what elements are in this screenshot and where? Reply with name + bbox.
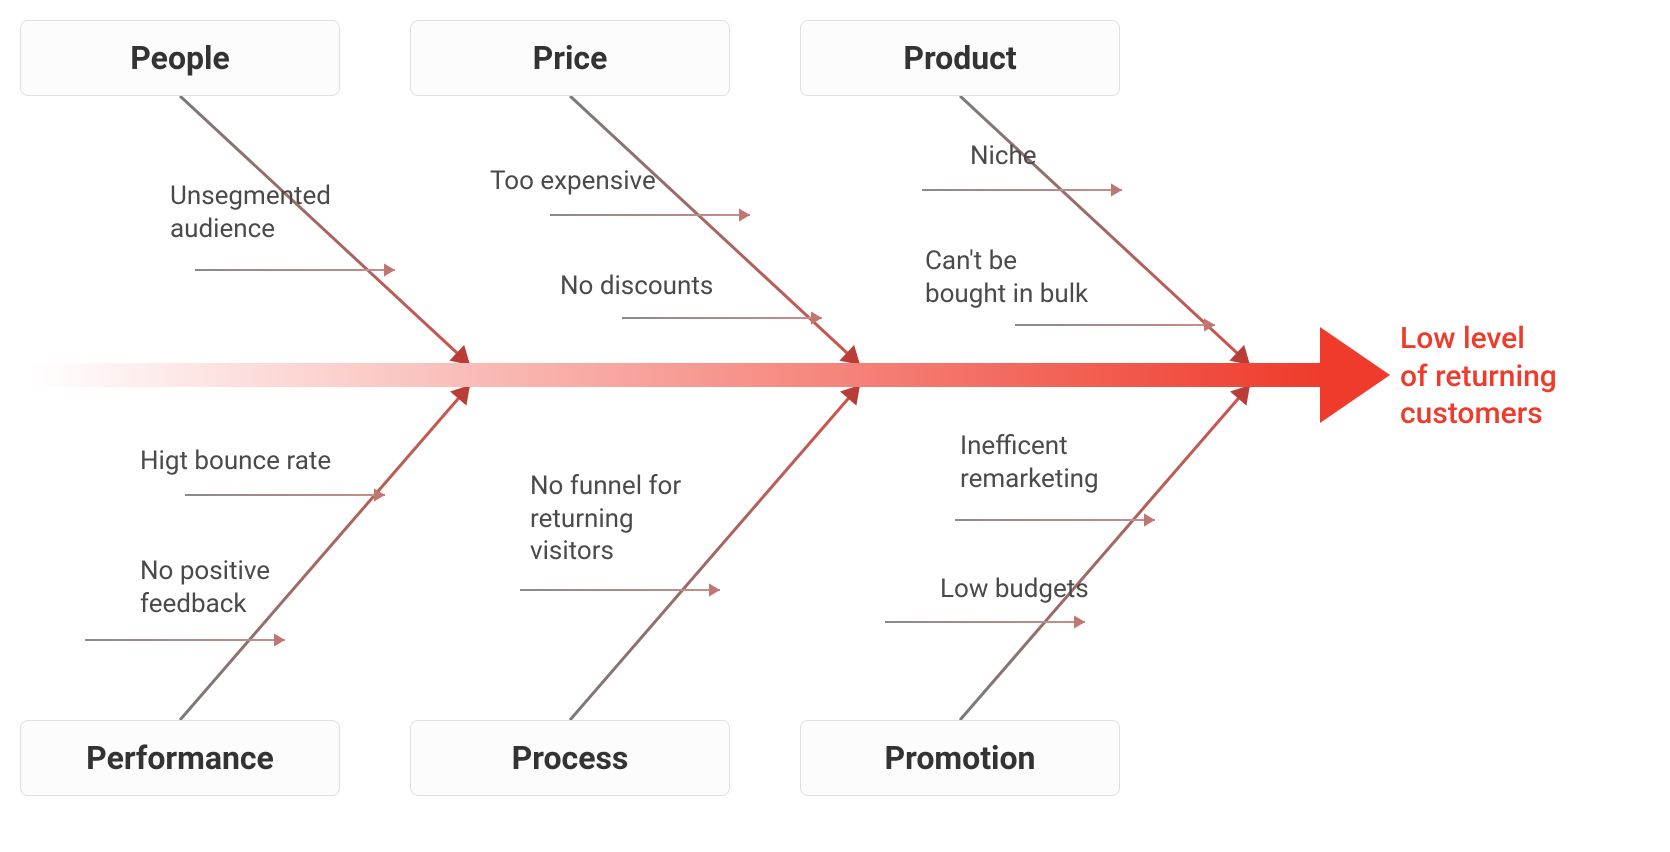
cause-label: Higt bounce rate — [140, 445, 331, 478]
cause-label: Low budgets — [940, 573, 1089, 606]
cause-label: Inefficentremarketing — [960, 430, 1099, 495]
category-box-promotion: Promotion — [800, 720, 1120, 796]
category-label: Performance — [86, 739, 274, 777]
category-box-people: People — [20, 20, 340, 96]
category-box-price: Price — [410, 20, 730, 96]
cause-label: No positivefeedback — [140, 555, 270, 620]
cause-label: No discounts — [560, 270, 713, 303]
cause-label: Too expensive — [490, 165, 656, 198]
category-box-process: Process — [410, 720, 730, 796]
cause-label: Unsegmentedaudience — [170, 180, 331, 245]
cause-label: Niche — [970, 140, 1037, 173]
effect-label: Low levelof returningcustomers — [1400, 320, 1557, 433]
fishbone-diagram: People Price Product Performance Process Prom… — [0, 0, 1670, 852]
category-box-product: Product — [800, 20, 1120, 96]
category-label: Process — [512, 739, 629, 777]
category-label: Price — [533, 39, 608, 77]
cause-label: No funnel forreturningvisitors — [530, 470, 681, 568]
category-label: Product — [903, 39, 1016, 77]
category-box-performance: Performance — [20, 720, 340, 796]
category-label: Promotion — [884, 739, 1035, 777]
category-label: People — [130, 39, 230, 77]
cause-label: Can't bebought in bulk — [925, 245, 1088, 310]
